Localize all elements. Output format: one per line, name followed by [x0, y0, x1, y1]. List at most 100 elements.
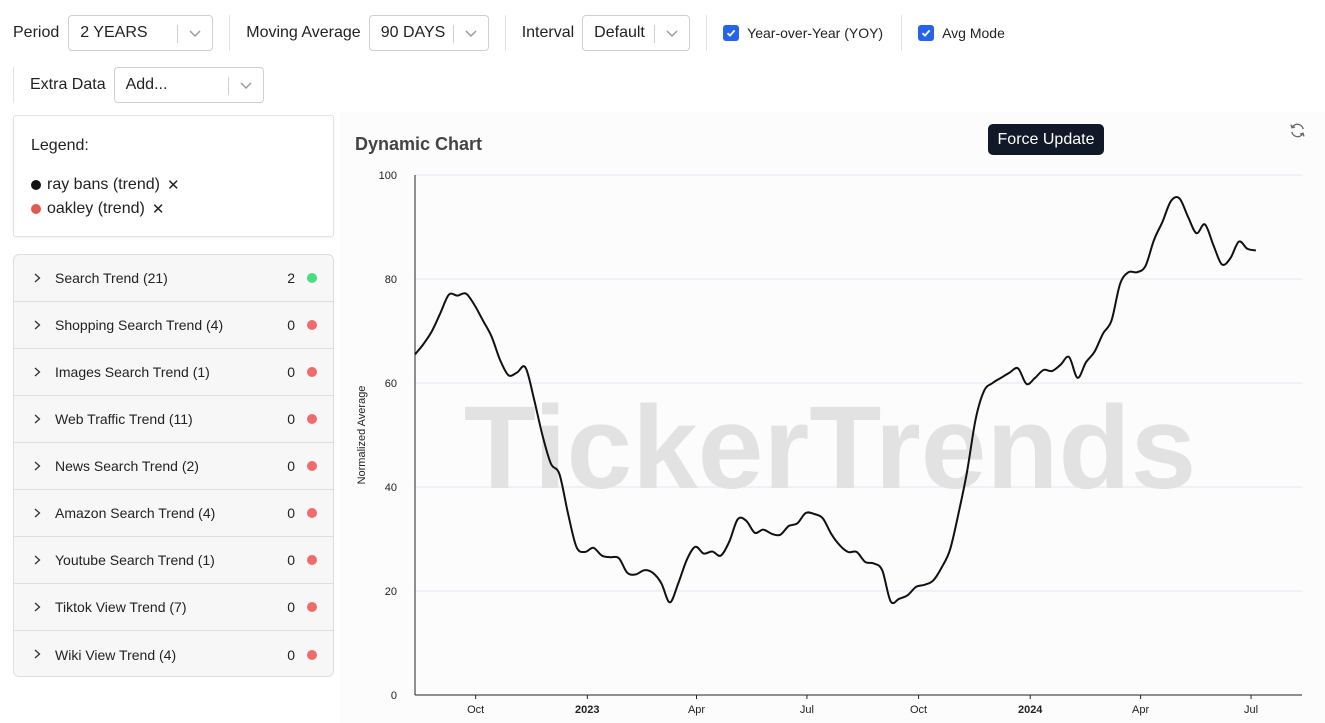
status-dot: [307, 602, 317, 612]
legend-dot: [31, 204, 41, 214]
moving-average-label: Moving Average: [246, 24, 361, 41]
accordion-item-count: 0: [287, 317, 295, 333]
chevron-right-icon: [34, 273, 41, 283]
period-label: Period: [13, 24, 60, 41]
select-divider: [654, 25, 656, 43]
accordion-item-count: 0: [287, 646, 295, 663]
y-tick-label: 20: [385, 586, 397, 598]
accordion-item[interactable]: Shopping Search Trend (4) 0: [14, 302, 333, 349]
line-chart: TickerTrends 0 20 40 60 80 100 Oct 2023 Apr Jul Oc…: [356, 170, 1302, 716]
avg-mode-checkbox[interactable]: [918, 25, 935, 41]
chevron-right-icon: [34, 367, 41, 377]
yoy-label: Year-over-Year (YOY): [747, 25, 884, 41]
accordion-item-count: 0: [287, 552, 295, 568]
remove-icon[interactable]: ✕: [166, 177, 180, 194]
chevron-right-icon: [34, 555, 41, 565]
accordion-item-label: Web Traffic Trend (11): [55, 411, 193, 427]
accordion-item[interactable]: Amazon Search Trend (4) 0: [14, 490, 333, 537]
accordion-item-label: News Search Trend (2): [55, 458, 199, 474]
status-dot: [307, 555, 317, 565]
chevron-right-icon: [34, 508, 41, 518]
accordion-item-count: 0: [287, 411, 295, 427]
moving-average-value: 90 DAYS: [380, 24, 446, 41]
legend-item: ray bans (trend) ✕: [31, 176, 180, 194]
x-tick-label: Apr: [688, 704, 705, 716]
extra-data-placeholder: Add...: [125, 76, 168, 93]
accordion-item[interactable]: Wiki View Trend (4) 0: [14, 631, 333, 676]
accordion-item-label: Tiktok View Trend (7): [55, 599, 187, 615]
refresh-icon[interactable]: [1288, 121, 1307, 140]
status-dot: [307, 414, 317, 424]
toolbar-divider: [901, 15, 903, 51]
chevron-down-icon: [666, 30, 678, 38]
series-line-ray-bans: [414, 196, 1257, 605]
x-tick-label: Oct: [467, 704, 484, 716]
avg-mode-control[interactable]: Avg Mode: [902, 15, 1005, 51]
extra-data-select[interactable]: Add...: [113, 67, 264, 103]
accordion-item[interactable]: News Search Trend (2) 0: [14, 443, 333, 490]
force-update-tooltip: Force Update: [988, 124, 1104, 155]
legend-item: oakley (trend) ✕: [31, 200, 164, 218]
interval-select[interactable]: Default: [582, 15, 691, 51]
chevron-down-icon: [189, 30, 201, 38]
accordion-item-count: 0: [287, 505, 295, 521]
status-dot: [307, 367, 317, 377]
chevron-right-icon: [34, 602, 41, 612]
legend-item-label: oakley (trend): [47, 200, 145, 217]
legend-panel: Legend: ray bans (trend) ✕ oakley (trend…: [13, 115, 334, 237]
accordion-item-label: Youtube Search Trend (1): [55, 552, 215, 568]
y-tick-label: 0: [391, 690, 397, 702]
status-dot: [307, 273, 317, 283]
y-tick-label: 100: [379, 170, 397, 182]
period-value: 2 YEARS: [80, 24, 148, 41]
interval-value: Default: [594, 24, 645, 41]
moving-average-select[interactable]: 90 DAYS: [368, 15, 489, 51]
legend-dot: [31, 180, 41, 190]
accordion-item[interactable]: Images Search Trend (1) 0: [14, 349, 333, 396]
y-tick-label: 80: [385, 274, 397, 286]
chart-watermark: TickerTrends: [464, 382, 1196, 514]
toolbar: Period 2 YEARS Moving Average 90 DAYS In…: [0, 15, 1005, 51]
y-axis-label: Normalized Average: [356, 386, 368, 485]
accordion-item-count: 0: [287, 599, 295, 615]
x-tick-label: Apr: [1132, 704, 1149, 716]
x-tick-label: Jul: [800, 704, 814, 716]
remove-icon[interactable]: ✕: [151, 201, 165, 218]
chevron-right-icon: [34, 414, 41, 424]
extra-data-toolbar: Extra Data Add...: [0, 67, 264, 103]
period-control: Period 2 YEARS: [0, 15, 229, 51]
x-tick-label: Oct: [910, 704, 927, 716]
legend-title: Legend:: [31, 137, 89, 154]
toolbar-divider: [229, 15, 231, 51]
check-icon: [921, 29, 931, 37]
interval-control: Interval Default: [506, 15, 706, 51]
chevron-right-icon: [34, 461, 41, 471]
period-select[interactable]: 2 YEARS: [68, 15, 214, 51]
select-divider: [177, 25, 179, 43]
accordion-item[interactable]: Search Trend (21) 2: [14, 255, 333, 302]
accordion-item-count: 2: [287, 270, 295, 286]
yoy-checkbox[interactable]: [723, 25, 740, 41]
moving-average-control: Moving Average 90 DAYS: [230, 15, 504, 51]
accordion-item[interactable]: Web Traffic Trend (11) 0: [14, 396, 333, 443]
chevron-right-icon: [34, 649, 41, 659]
accordion-item-label: Images Search Trend (1): [55, 364, 210, 380]
accordion-item-label: Shopping Search Trend (4): [55, 317, 224, 333]
toolbar-divider: [504, 15, 506, 51]
legend-item-label: ray bans (trend): [47, 176, 160, 193]
chart-panel: [340, 112, 1325, 723]
status-dot: [307, 320, 317, 330]
status-dot: [307, 649, 317, 660]
y-tick-label: 40: [385, 482, 397, 494]
select-divider: [227, 77, 229, 95]
accordion-item[interactable]: Tiktok View Trend (7) 0: [14, 584, 333, 631]
select-divider: [452, 25, 454, 43]
yoy-control[interactable]: Year-over-Year (YOY): [707, 15, 901, 51]
accordion-item-label: Wiki View Trend (4): [55, 646, 177, 663]
y-tick-label: 60: [385, 378, 397, 390]
accordion-item-count: 0: [287, 364, 295, 380]
chevron-down-icon: [240, 82, 252, 90]
accordion-item[interactable]: Youtube Search Trend (1) 0: [14, 537, 333, 584]
x-tick-label: 2023: [575, 704, 599, 716]
accordion-item-label: Amazon Search Trend (4): [55, 505, 216, 521]
